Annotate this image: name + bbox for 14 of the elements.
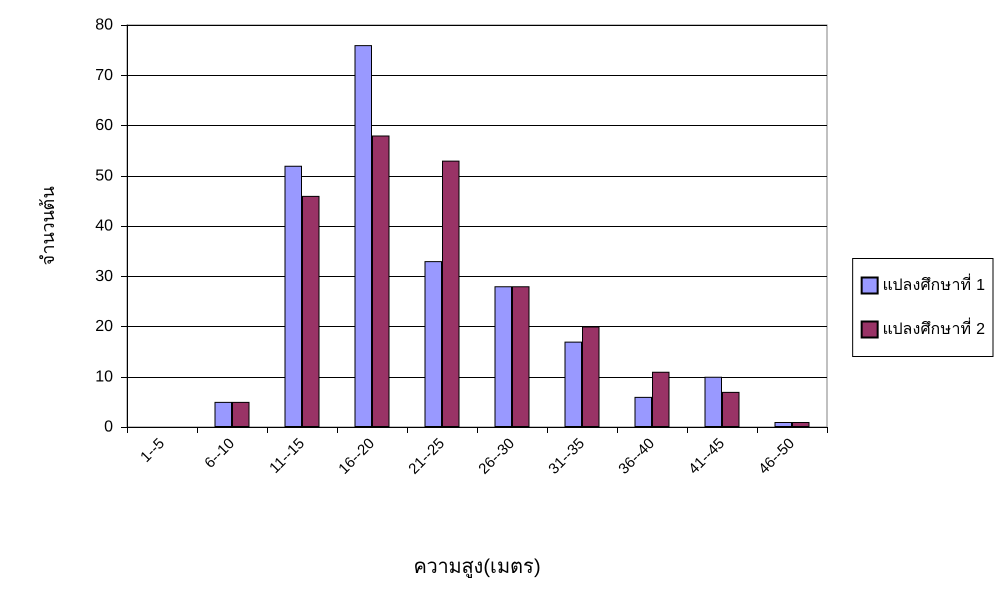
y-tick-label: 10: [95, 368, 114, 386]
y-tick-label: 50: [95, 167, 114, 184]
legend-label: แปลงศึกษาที่ 2: [882, 317, 986, 338]
y-tick-label: 30: [95, 268, 114, 285]
y-tick-label: 20: [95, 318, 114, 335]
legend-label: แปลงศึกษาที่ 1: [882, 273, 986, 294]
y-tick-label: 40: [95, 218, 114, 234]
y-tick-label: 70: [95, 66, 114, 84]
y-tick-label: 0: [104, 418, 114, 436]
y-tick-label: 60: [95, 117, 114, 134]
y-tick-label: 80: [95, 16, 114, 34]
y-axis-title: จำนวนต้น: [38, 186, 58, 266]
x-tick-label: 1--5: [137, 434, 168, 466]
x-axis-title: ความสูง(เมตร): [413, 556, 541, 579]
